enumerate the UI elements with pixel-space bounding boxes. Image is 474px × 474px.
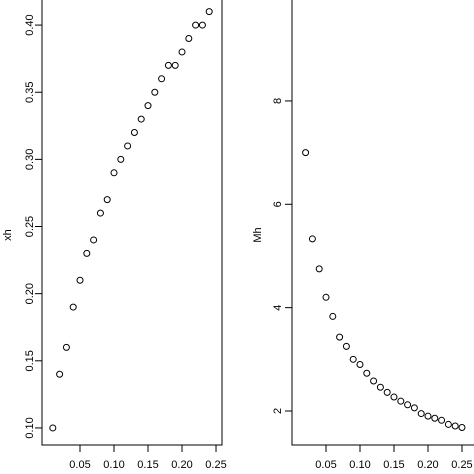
point — [336, 333, 344, 341]
point — [349, 355, 357, 363]
x-tick-label: 0.20 — [171, 459, 192, 471]
point — [308, 235, 316, 243]
point — [164, 61, 172, 69]
x-tick-label: 0.15 — [137, 459, 158, 471]
point — [356, 360, 364, 368]
point — [56, 370, 64, 378]
point — [424, 412, 432, 420]
point — [96, 209, 104, 217]
y-tick-label: 0.30 — [24, 149, 36, 170]
plot-frame — [291, 0, 474, 446]
point — [444, 420, 452, 428]
point — [363, 369, 371, 377]
point — [417, 410, 425, 418]
y-tick-label: 0.25 — [24, 216, 36, 237]
point — [192, 21, 200, 29]
point — [62, 343, 70, 351]
point — [322, 293, 330, 301]
point — [404, 401, 412, 409]
point — [130, 129, 138, 137]
x-tick-label: 0.05 — [69, 459, 90, 471]
point — [158, 75, 166, 83]
y-tick-label: 8 — [272, 98, 284, 104]
point — [383, 388, 391, 396]
point — [431, 414, 439, 422]
y-tick-label: 0.35 — [24, 82, 36, 103]
plot-frame — [41, 0, 223, 446]
y-axis-label: xh — [2, 229, 14, 241]
point — [390, 393, 398, 401]
point — [315, 265, 323, 273]
point — [451, 422, 459, 430]
y-tick-label: 0.40 — [24, 14, 36, 35]
y-axis-label: Mh — [252, 227, 264, 242]
point — [110, 169, 118, 177]
point — [90, 236, 98, 244]
x-tick-label: 0.05 — [315, 459, 336, 471]
y-tick-label: 4 — [272, 305, 284, 311]
x-tick-label: 0.25 — [451, 459, 472, 471]
point — [376, 383, 384, 391]
y-tick-label: 0.20 — [24, 283, 36, 304]
point — [342, 342, 350, 350]
y-tick-label: 0.10 — [24, 417, 36, 438]
point — [137, 115, 145, 123]
y-tick-label: 6 — [272, 201, 284, 207]
x-tick-label: 0.20 — [417, 459, 438, 471]
x-tick-label: 0.25 — [205, 459, 226, 471]
point — [185, 35, 193, 43]
point — [329, 312, 337, 320]
point — [69, 303, 77, 311]
point — [49, 424, 57, 432]
point — [198, 21, 206, 29]
x-tick-label: 0.10 — [349, 459, 370, 471]
point — [151, 88, 159, 96]
point — [438, 416, 446, 424]
point — [410, 404, 418, 412]
point — [144, 102, 152, 110]
point — [171, 61, 179, 69]
point — [117, 155, 125, 163]
point — [397, 397, 405, 405]
point — [83, 249, 91, 257]
point — [205, 8, 213, 16]
point — [103, 196, 111, 204]
point — [458, 424, 466, 432]
y-tick-label: 0.15 — [24, 350, 36, 371]
point — [302, 149, 310, 157]
point — [178, 48, 186, 56]
point — [370, 377, 378, 385]
point — [124, 142, 132, 150]
x-tick-label: 0.15 — [383, 459, 404, 471]
x-tick-label: 0.10 — [103, 459, 124, 471]
point — [76, 276, 84, 284]
y-tick-label: 2 — [272, 408, 284, 414]
